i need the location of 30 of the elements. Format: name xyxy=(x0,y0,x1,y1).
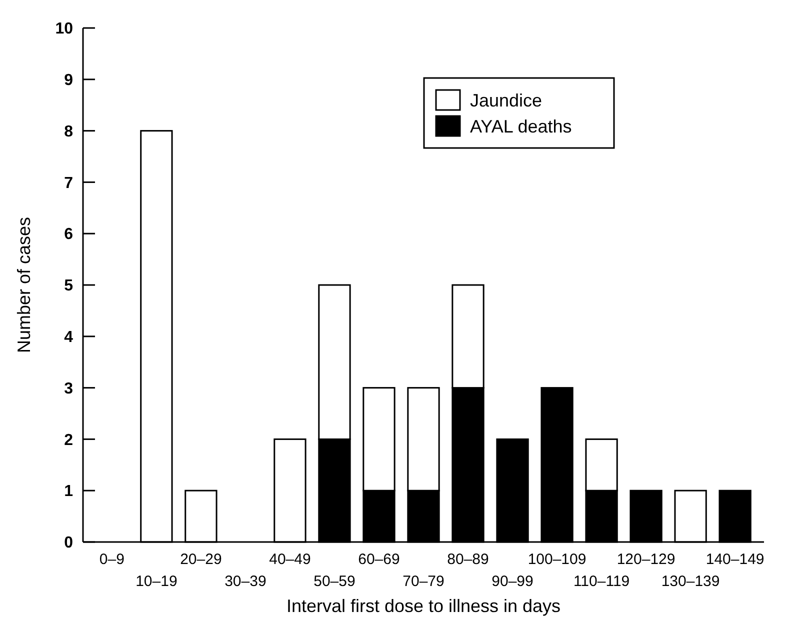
x-tick-label: 10–19 xyxy=(136,573,178,590)
legend-label: AYAL deaths xyxy=(470,116,572,136)
y-axis-title: Number of cases xyxy=(14,216,34,354)
y-tick-label: 8 xyxy=(64,123,74,140)
y-tick-label: 3 xyxy=(64,380,74,398)
x-axis-title: Interval first dose to illness in days xyxy=(286,596,561,616)
x-tick-label: 0–9 xyxy=(99,551,124,568)
y-tick-label: 1 xyxy=(64,483,74,500)
y-tick-label: 10 xyxy=(55,20,74,38)
x-tick-label: 70–79 xyxy=(402,573,444,590)
x-tick-label: 130–139 xyxy=(661,573,720,590)
x-tick-label: 40–49 xyxy=(269,551,311,568)
y-tick-label: 0 xyxy=(64,534,74,552)
x-tick-label: 30–39 xyxy=(224,573,266,590)
x-tick-label: 90–99 xyxy=(492,573,534,590)
x-tick-label: 80–89 xyxy=(447,551,489,568)
x-tick-label: 60–69 xyxy=(358,551,400,568)
x-tick-label: 100–109 xyxy=(528,551,586,568)
legend-label: Jaundice xyxy=(470,90,542,110)
y-tick-label: 5 xyxy=(64,278,74,295)
y-tick-label: 6 xyxy=(64,226,74,244)
x-tick-label: 50–59 xyxy=(314,573,356,590)
y-tick-label: 4 xyxy=(64,329,74,346)
y-tick-label: 9 xyxy=(64,72,74,89)
y-tick-label: 7 xyxy=(64,174,74,192)
x-tick-label: 140–149 xyxy=(706,551,764,568)
x-tick-label: 110–119 xyxy=(573,573,630,590)
x-tick-label: 120–129 xyxy=(616,551,676,568)
x-tick-label: 20–29 xyxy=(180,551,222,568)
y-tick-label: 2 xyxy=(64,432,74,449)
